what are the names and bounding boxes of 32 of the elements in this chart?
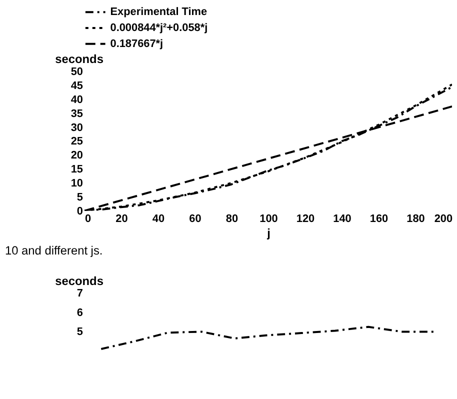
y-tick-label: 20 — [70, 150, 83, 162]
x-tick-label: 0 — [84, 213, 92, 226]
y-tick-label: 15 — [70, 164, 83, 176]
x-axis-title: j — [266, 226, 270, 240]
x-tick-label: 160 — [370, 213, 388, 226]
y-tick-label: 40 — [70, 94, 83, 106]
text: 10 and different js. — [4, 243, 103, 258]
x-tick-label: 20 — [116, 213, 128, 226]
y-tick-label: 0 — [76, 205, 83, 218]
x-tick-label: 140 — [333, 213, 352, 226]
legend-label: 0.187667*j — [110, 38, 164, 50]
y-tick-label: 30 — [70, 122, 83, 134]
legend-label: 0.000844*j²+0.058*j — [110, 22, 208, 34]
x-tick-label: 40 — [152, 213, 165, 226]
y-axis-title: seconds — [55, 52, 104, 66]
x-tick-label: 80 — [226, 213, 238, 226]
x-tick-label: 60 — [189, 213, 202, 226]
y-tick-label: 7 — [76, 288, 83, 300]
y-tick-label: 10 — [70, 177, 83, 190]
y-tick-label: 6 — [76, 306, 83, 319]
y-tick-label: 5 — [76, 326, 83, 338]
legend-label: Experimental Time — [110, 6, 208, 18]
x-tick-label: 120 — [296, 213, 315, 226]
x-tick-label: 100 — [260, 213, 278, 226]
y-axis-title: seconds — [55, 274, 104, 288]
x-tick-label: 200 — [434, 213, 453, 226]
x-tick-label: 180 — [406, 213, 425, 226]
y-tick-label: 5 — [76, 191, 83, 204]
y-tick-label: 50 — [70, 66, 83, 78]
y-tick-label: 25 — [70, 136, 83, 148]
y-tick-label: 35 — [70, 108, 83, 120]
y-tick-label: 45 — [70, 80, 83, 92]
